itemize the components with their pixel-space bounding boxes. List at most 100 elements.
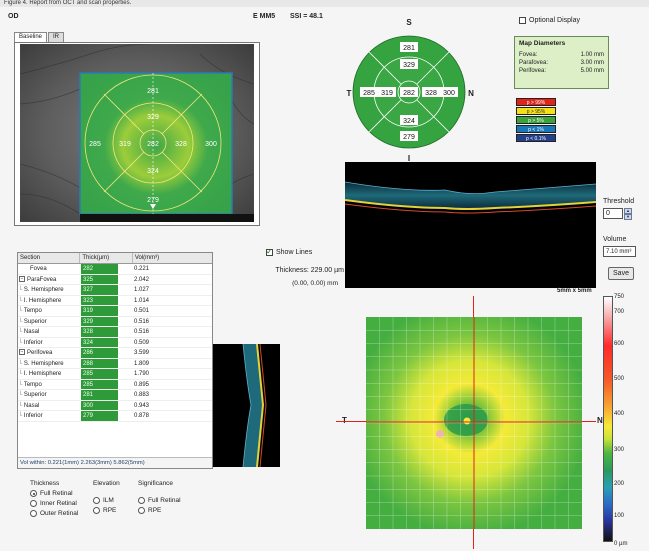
threshold-input[interactable]: 0 [603, 208, 623, 219]
volume-cell: 1.790 [134, 371, 150, 377]
overlay-center: 282 [147, 141, 159, 148]
thickness-options-title: Thickness [30, 480, 60, 487]
legend-p1: p < 1% [516, 125, 556, 133]
section-name: Tempo [23, 381, 42, 388]
vol-within: Vol within: 0.221(1mm) 2.263(3mm) 5.862(… [18, 457, 212, 468]
table-row[interactable]: └ S. Hemisphere 327 1.027 [18, 285, 212, 296]
volume-cell: 0.501 [134, 308, 150, 314]
section-cell: − ParaFovea [18, 275, 81, 285]
table-row[interactable]: └ Superior 281 0.883 [18, 390, 212, 401]
grid-nasal-outer: 300 [443, 90, 455, 97]
section-name: Fovea [30, 266, 47, 272]
option-label: Full Retinal [40, 490, 73, 497]
thickness-cell: 285 [81, 369, 118, 379]
thickness-option[interactable]: Inner Retinal [30, 500, 78, 507]
table-row[interactable]: └ Nasal 300 0.943 [18, 400, 212, 411]
grid-label-i: I [408, 154, 410, 163]
optional-display-checkbox[interactable] [519, 17, 526, 24]
show-lines-checkbox[interactable] [266, 247, 273, 256]
overlay-inferior: 279 [147, 197, 159, 204]
table-row[interactable]: └ I. Hemisphere 285 1.790 [18, 369, 212, 380]
tree-branch-icon: └ [18, 371, 24, 377]
option-label: Full Retinal [148, 497, 181, 504]
thickness-cell: 281 [81, 390, 118, 400]
thickness-map-svg [366, 317, 582, 529]
eye-label: OD [8, 13, 19, 20]
thickness-option[interactable]: Full Retinal [30, 490, 78, 497]
bscan-horizontal[interactable] [345, 162, 596, 288]
ssi-label: SSI = 48.1 [290, 13, 323, 20]
map-diameter-row: Parafovea: 3.00 mm [519, 59, 604, 67]
option-label: Outer Retinal [40, 510, 79, 517]
section-cell: − Perifovea [18, 348, 81, 358]
radio-button[interactable] [138, 507, 145, 514]
option-label: ILM [103, 497, 114, 504]
fundus-image[interactable]: 281 329 282 285 319 328 300 324 279 [20, 44, 254, 222]
show-lines-toggle[interactable]: Show Lines [266, 247, 312, 256]
map-label-t: T [342, 416, 347, 425]
bscan-vertical[interactable] [213, 344, 280, 467]
thickness-cell: 279 [81, 411, 118, 421]
significance-option[interactable]: RPE [138, 507, 181, 514]
radio-button[interactable] [93, 497, 100, 504]
stepper-down-icon[interactable]: ▼ [624, 214, 632, 220]
map-diameter-value: 1.00 mm [580, 52, 604, 58]
collapse-icon[interactable]: − [19, 275, 25, 282]
overlay-superior: 281 [147, 88, 159, 95]
map-diameter-value: 5.00 mm [580, 68, 604, 74]
elevation-option[interactable]: ILM [93, 497, 120, 504]
overlay-inner-superior: 329 [147, 114, 159, 121]
legend-p95: p > 95% [516, 107, 556, 115]
tab-ir[interactable]: IR [48, 32, 65, 43]
map-label-n: N [597, 416, 603, 425]
volume-cell: 0.895 [134, 381, 150, 388]
threshold-stepper[interactable]: ▲ ▼ [624, 208, 632, 220]
table-row[interactable]: └ S. Hemisphere 288 1.809 [18, 358, 212, 369]
stepper-up-icon[interactable]: ▲ [624, 208, 632, 214]
legend-p5: p > 5% [516, 116, 556, 124]
thickness-option[interactable]: Outer Retinal [30, 510, 78, 517]
grid-nasal-inner: 328 [425, 90, 437, 97]
col-thick: Thick(µm) [80, 253, 133, 263]
table-row[interactable]: − ParaFovea 325 2.042 [18, 274, 212, 285]
tree-branch-icon: └ [18, 413, 24, 419]
elevation-options-title: Elevation [93, 480, 120, 487]
table-row[interactable]: └ Tempo 319 0.501 [18, 306, 212, 317]
elevation-option[interactable]: RPE [93, 507, 120, 514]
map-diameter-row: Perifovea: 5.00 mm [519, 67, 604, 75]
optional-display-label: Optional Display [529, 17, 580, 24]
coordinate-readout: (0.00, 0.00) mm [292, 280, 338, 287]
table-row[interactable]: Fovea 282 0.221 [18, 264, 212, 275]
radio-button[interactable] [138, 497, 145, 504]
section-name: Perifovea [27, 350, 53, 356]
table-row[interactable]: └ Nasal 328 0.516 [18, 327, 212, 338]
scan-arrow-icon [150, 204, 156, 209]
elevation-options: Elevation ILM RPE [93, 480, 120, 514]
overlay-temporal-inner: 319 [119, 141, 131, 148]
grid-superior: 281 [403, 45, 415, 52]
table-row[interactable]: └ I. Hemisphere 323 1.014 [18, 295, 212, 306]
table-row[interactable]: − Perifovea 286 3.599 [18, 348, 212, 359]
grid-temporal-inner: 319 [381, 90, 393, 97]
section-cell: └ I. Hemisphere [18, 296, 81, 306]
section-name: S. Hemisphere [23, 287, 64, 293]
table-row[interactable]: └ Tempo 285 0.895 [18, 379, 212, 390]
thickness-map[interactable] [366, 317, 582, 529]
significance-legend: p > 99% p > 95% p > 5% p < 1% p < 0.1% [516, 98, 556, 143]
radio-button[interactable] [30, 490, 37, 497]
save-button[interactable]: Save [608, 267, 634, 280]
table-row[interactable]: └ Inferior 324 0.509 [18, 337, 212, 348]
volume-cell: 0.883 [134, 392, 150, 398]
table-body: Fovea 282 0.221− ParaFovea 325 2.042 └ S. Hem… [18, 264, 212, 422]
map-line-top [473, 296, 474, 317]
significance-option[interactable]: Full Retinal [138, 497, 181, 504]
table-row[interactable]: └ Inferior 279 0.878 [18, 411, 212, 422]
radio-button[interactable] [93, 507, 100, 514]
radio-button[interactable] [30, 500, 37, 507]
optional-display-toggle[interactable]: Optional Display [519, 17, 580, 24]
tab-baseline[interactable]: Baseline [14, 32, 48, 43]
section-cell: └ S. Hemisphere [18, 359, 81, 369]
table-row[interactable]: └ Superior 329 0.516 [18, 316, 212, 327]
collapse-icon[interactable]: − [19, 349, 25, 356]
radio-button[interactable] [30, 510, 37, 517]
